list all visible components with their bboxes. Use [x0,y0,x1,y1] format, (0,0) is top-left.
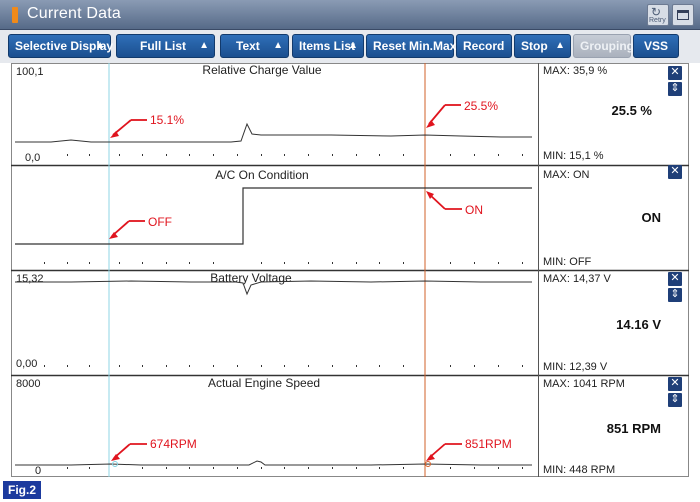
close-graph-button[interactable]: ✕ [668,66,682,80]
graph-panel-engine-speed: 8000 0 Actual Engine Speed 674RPM 851RPM… [15,376,661,477]
annotation-label: OFF [148,215,172,229]
grouping-label: Grouping [580,39,634,53]
toolbar: Selective Display ▲︎ Full List ▲︎ Text ▲︎ I… [0,30,700,63]
graph-title: Relative Charge Value [202,63,322,77]
close-graph-button[interactable]: ✕ [668,272,682,286]
retry-label: Retry [649,17,666,24]
annotation-arrow [426,191,462,210]
annotation-arrow [426,104,461,128]
selector-arrows-icon: ▲︎ [95,40,105,51]
record-label: Record [463,39,505,53]
reset-min-max-label: Reset Min.Max [373,39,457,53]
max-value: MAX: 35,9 % [543,65,607,77]
window-title: Current Data [27,5,121,22]
close-icon: ✕ [670,165,680,177]
full-list-button[interactable]: Full List ▲︎ [116,34,215,58]
stop-button[interactable]: Stop ▲︎ [514,34,571,58]
min-value: MIN: OFF [543,256,592,268]
items-list-button[interactable]: Items List ▲︎ [292,34,364,58]
x-axis-ticks [44,154,523,469]
full-list-label: Full List [140,39,186,53]
annotation-label: ON [465,203,483,217]
annotation-label: 15.1% [150,113,184,127]
annotation-arrow [111,443,147,461]
graph-title: Battery Voltage [210,271,292,285]
selector-arrows-icon: ▲︎ [555,40,565,51]
min-value: MIN: 15,1 % [543,150,604,162]
current-value: 14.16 V [616,317,661,332]
current-value: ON [642,210,662,225]
y-axis-top-label: 15,32 [16,273,44,285]
close-icon: ✕ [670,377,680,389]
up-down-icon: ⇕ [670,393,680,405]
close-icon: ✕ [670,66,680,78]
text-button[interactable]: Text ▲︎ [220,34,289,58]
max-value: MAX: ON [543,169,590,181]
selector-arrows-icon: ▲︎ [273,40,283,51]
y-axis-top-label: 100,1 [16,66,44,78]
annotation-label: 851RPM [465,437,512,451]
graph-panel-battery-voltage: 15,32 0,00 Battery Voltage MAX: 14,37 V … [15,271,661,373]
close-icon: ✕ [670,272,680,284]
vss-button[interactable]: VSS [633,34,679,58]
graph-title: A/C On Condition [215,168,308,182]
trace-line [15,187,532,245]
annotation-arrow [110,119,147,138]
vss-label: VSS [644,39,669,53]
selective-display-label: Selective Display [15,39,114,53]
up-down-icon: ⇕ [670,288,680,300]
annotation-label: 25.5% [464,99,498,113]
up-down-icon: ⇕ [670,82,680,94]
trace-line [15,122,532,143]
graphs-canvas: 100,1 0,0 Relative Charge Value 15.1% 25… [11,63,689,477]
current-value: 25.5 % [612,103,653,118]
trace-line [15,280,532,296]
tick-row-3 [44,365,523,367]
reset-min-max-button[interactable]: Reset Min.Max [366,34,457,58]
tick-row-4 [67,467,523,469]
y-axis-bottom-label: 0,0 [25,152,40,164]
scale-toggle-button[interactable]: ⇕ [668,82,682,96]
close-graph-button[interactable]: ✕ [668,377,682,391]
current-value: 851 RPM [607,421,661,436]
scale-toggle-button[interactable]: ⇕ [668,288,682,302]
scale-toggle-button[interactable]: ⇕ [668,393,682,407]
close-graph-button[interactable]: ✕ [668,165,682,179]
selector-arrows-icon: ▲︎ [199,40,209,51]
selector-arrows-icon: ▲︎ [348,40,358,51]
retry-icon: ↻ [651,5,662,19]
title-bar: Current Data ↻ Retry [0,0,700,30]
tick-row-2 [44,262,523,264]
y-axis-bottom-label: 0,00 [16,358,37,370]
trace-line [15,460,532,466]
maximize-button[interactable] [672,4,694,26]
figure-label: Fig.2 [3,481,41,499]
min-value: MIN: 12,39 V [543,361,608,373]
y-axis-top-label: 8000 [16,378,40,390]
annotation-arrow [426,443,462,461]
annotation-arrow [109,220,145,239]
annotation-label: 674RPM [150,437,197,451]
max-value: MAX: 14,37 V [543,273,612,285]
graph-panel-relative-charge: 100,1 0,0 Relative Charge Value 15.1% 25… [15,63,652,164]
tick-row-1 [67,154,523,156]
maximize-icon [677,10,689,20]
grouping-button[interactable]: Grouping [573,34,634,58]
record-button[interactable]: Record [456,34,512,58]
min-value: MIN: 448 RPM [543,464,615,476]
text-label: Text [236,39,260,53]
max-value: MAX: 1041 RPM [543,378,625,390]
cursor-marker [112,461,118,467]
graph-title: Actual Engine Speed [208,376,320,390]
cursor-marker [425,461,431,467]
selective-display-button[interactable]: Selective Display ▲︎ [8,34,114,58]
stop-label: Stop [521,39,548,53]
graph-panel-ac-condition: A/C On Condition OFF ON MAX: ON ON MIN: … [15,168,661,268]
items-list-label: Items List [299,39,356,53]
title-accent-icon [12,7,18,23]
retry-button[interactable]: ↻ Retry [647,4,669,26]
y-axis-bottom-label: 0 [35,465,41,477]
